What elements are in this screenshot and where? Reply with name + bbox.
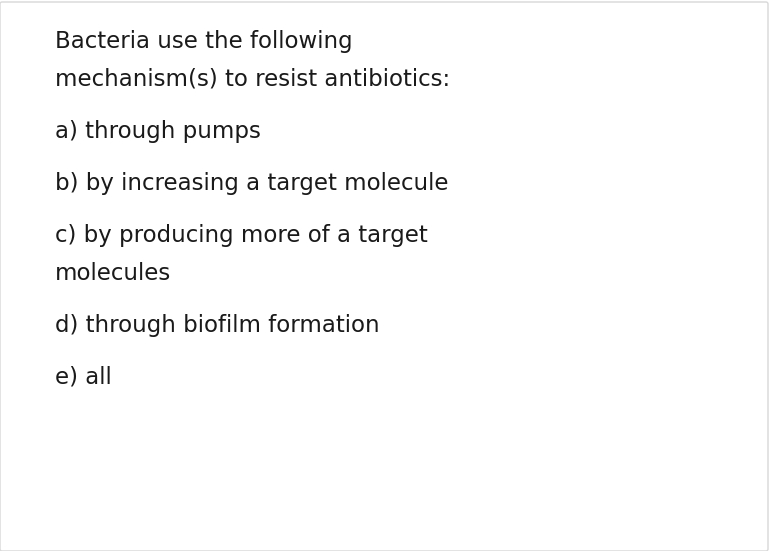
Text: d) through biofilm formation: d) through biofilm formation — [55, 314, 380, 337]
Text: molecules: molecules — [55, 262, 171, 285]
Text: c) by producing more of a target: c) by producing more of a target — [55, 224, 428, 247]
Text: e) all: e) all — [55, 366, 112, 389]
Text: b) by increasing a target molecule: b) by increasing a target molecule — [55, 172, 448, 195]
Text: Bacteria use the following: Bacteria use the following — [55, 30, 353, 53]
Text: a) through pumps: a) through pumps — [55, 120, 261, 143]
Text: mechanism(s) to resist antibiotics:: mechanism(s) to resist antibiotics: — [55, 68, 450, 91]
